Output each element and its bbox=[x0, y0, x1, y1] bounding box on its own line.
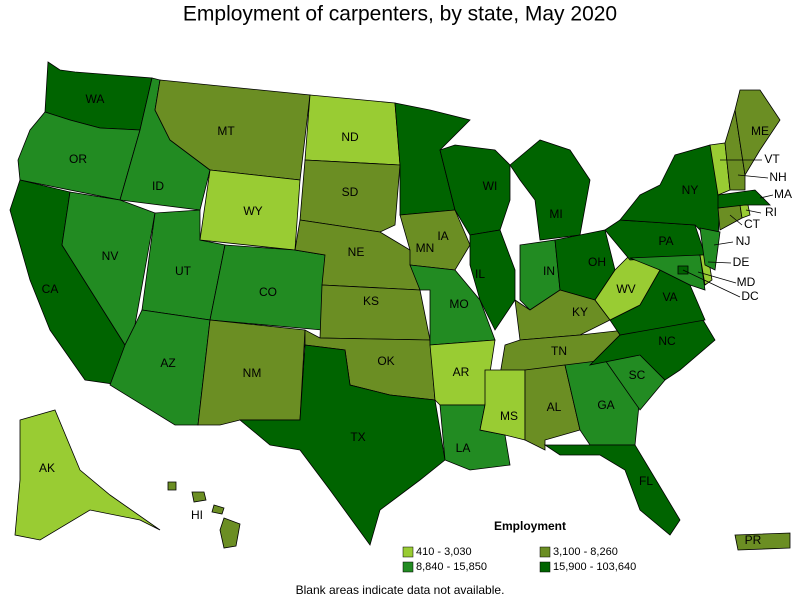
state bbox=[299, 159, 401, 233]
callout-line bbox=[713, 241, 734, 246]
callout-line bbox=[697, 271, 737, 284]
state-label: WV bbox=[616, 282, 635, 296]
legend-swatch bbox=[539, 561, 551, 573]
state-label: ND bbox=[341, 130, 359, 144]
footnote: Blank areas indicate data not available. bbox=[296, 583, 505, 597]
state-label: OR bbox=[69, 152, 87, 166]
state-label: SD bbox=[342, 185, 359, 199]
state-label: DC bbox=[741, 289, 759, 303]
state-label: NM bbox=[243, 366, 262, 380]
legend-swatch bbox=[539, 546, 551, 558]
states bbox=[9, 61, 791, 551]
state-label: MA bbox=[774, 187, 792, 201]
state bbox=[717, 204, 743, 231]
state-label: LA bbox=[456, 441, 471, 455]
state-label: NC bbox=[658, 334, 676, 348]
state-label: NE bbox=[348, 245, 365, 259]
state bbox=[604, 219, 706, 261]
legend-swatch bbox=[402, 546, 414, 558]
state-label: NH bbox=[769, 170, 786, 184]
state-label: AK bbox=[39, 461, 55, 475]
state-label: MD bbox=[737, 275, 756, 289]
state-label: FL bbox=[639, 474, 653, 488]
state-label: MN bbox=[416, 241, 435, 255]
state-label: IA bbox=[437, 229, 448, 243]
state bbox=[724, 109, 746, 191]
state bbox=[734, 89, 781, 177]
state-label: PA bbox=[658, 234, 673, 248]
state-label: TX bbox=[350, 430, 365, 444]
state-label: AL bbox=[547, 400, 562, 414]
state-label: CO bbox=[259, 285, 277, 299]
title: Employment of carpenters, by state, May … bbox=[183, 3, 617, 26]
state-label: MS bbox=[500, 409, 518, 423]
state-label: AZ bbox=[160, 356, 175, 370]
legend-label: 8,840 - 15,850 bbox=[416, 561, 487, 573]
state bbox=[717, 189, 771, 209]
state-label: DE bbox=[733, 255, 750, 269]
state-label: AR bbox=[453, 365, 470, 379]
state bbox=[734, 532, 791, 551]
legend-swatch bbox=[402, 561, 414, 573]
state-label: UT bbox=[175, 264, 192, 278]
callout-line bbox=[759, 194, 774, 199]
state-label: NJ bbox=[736, 234, 751, 248]
state-label: OH bbox=[588, 255, 606, 269]
state bbox=[479, 369, 526, 441]
state-label: ME bbox=[751, 124, 769, 138]
callout-line bbox=[729, 214, 743, 226]
state-label: NV bbox=[102, 249, 119, 263]
state-label: WA bbox=[86, 92, 105, 106]
state-label: VA bbox=[662, 290, 677, 304]
state-label: ID bbox=[152, 179, 164, 193]
callout-line bbox=[682, 269, 741, 298]
state bbox=[739, 204, 751, 219]
callout-line bbox=[707, 261, 732, 264]
state-label: HI bbox=[191, 508, 203, 522]
state-label: KS bbox=[363, 294, 379, 308]
legend-label: 15,900 - 103,640 bbox=[553, 561, 636, 573]
state bbox=[238, 344, 446, 546]
state-label: TN bbox=[551, 344, 567, 358]
state-label: CT bbox=[744, 217, 761, 231]
state-label: MI bbox=[549, 207, 562, 221]
legend-title: Employment bbox=[494, 519, 566, 533]
state-label: GA bbox=[597, 398, 614, 412]
state-label: MT bbox=[217, 124, 235, 138]
state-label: PR bbox=[745, 533, 762, 547]
state bbox=[469, 229, 516, 331]
state-label: OK bbox=[377, 354, 394, 368]
state-label: IN bbox=[543, 264, 555, 278]
state bbox=[399, 209, 471, 271]
state-label: RI bbox=[765, 205, 777, 219]
state-label: SC bbox=[629, 368, 646, 382]
callout-line bbox=[737, 174, 769, 179]
state bbox=[167, 481, 241, 549]
state-label: VT bbox=[764, 152, 780, 166]
state bbox=[543, 444, 681, 536]
callout-line bbox=[745, 209, 762, 214]
state bbox=[629, 254, 706, 291]
state bbox=[14, 409, 161, 541]
state-label: MO bbox=[449, 297, 468, 311]
state-label: CA bbox=[42, 282, 59, 296]
state bbox=[699, 227, 721, 271]
state-label: NY bbox=[682, 183, 699, 197]
state-label: IL bbox=[475, 267, 485, 281]
legend-label: 3,100 - 8,260 bbox=[553, 546, 618, 558]
state-label: WI bbox=[483, 179, 498, 193]
state-label: KY bbox=[572, 305, 588, 319]
legend: 410 - 3,030 3,100 - 8,260 8,840 - 15,850 15… bbox=[402, 546, 636, 573]
state-label: WY bbox=[243, 204, 262, 218]
legend-label: 410 - 3,030 bbox=[416, 546, 472, 558]
state bbox=[509, 139, 591, 241]
